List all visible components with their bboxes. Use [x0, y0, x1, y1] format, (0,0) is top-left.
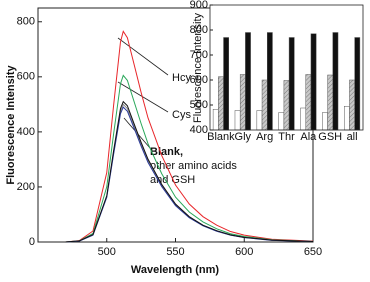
x-axis-label: Wavelength (nm) [131, 264, 220, 276]
bar [239, 74, 246, 131]
x-tick-label: 550 [166, 246, 184, 258]
annotation: other amino acids [150, 160, 237, 172]
y-tick-label: 600 [190, 74, 208, 86]
bar [300, 107, 307, 131]
x-tick-label: Thr [278, 131, 295, 143]
bar [278, 112, 285, 131]
x-tick-label: 600 [235, 246, 253, 258]
bar [283, 80, 290, 131]
bar [310, 33, 317, 131]
bar [322, 112, 328, 131]
bar [349, 79, 355, 131]
bar [327, 74, 334, 131]
x-tick-label: 650 [304, 246, 322, 258]
bar [223, 37, 229, 131]
y-tick-label: 800 [190, 24, 208, 36]
y-tick-label: 800 [17, 16, 35, 28]
x-tick-label: Ala [300, 131, 317, 143]
series-line [65, 100, 314, 243]
series-line [65, 30, 314, 243]
bar [288, 37, 295, 131]
bar [218, 76, 224, 131]
bar [256, 110, 263, 131]
annotation: Hcy [172, 72, 191, 84]
annotation: Cys [172, 109, 191, 121]
inset-frame [209, 4, 364, 131]
annotation: Blank, [150, 146, 183, 158]
bar [212, 109, 219, 131]
y-tick-label: 700 [190, 49, 208, 61]
bar [261, 79, 268, 131]
series-line [65, 74, 314, 243]
bar [332, 32, 339, 131]
y-tick-label: 400 [190, 124, 208, 136]
x-tick-label: 500 [98, 246, 116, 258]
arrow [117, 37, 169, 76]
y-tick-label: 200 [17, 181, 35, 193]
x-tick-label: Blank [207, 131, 235, 143]
y-tick-label: 0 [29, 236, 35, 248]
x-tick-label: Gly [235, 131, 252, 143]
bar [245, 32, 251, 131]
x-tick-label: Arg [256, 131, 273, 143]
x-tick-label: GSH [318, 131, 342, 143]
y-tick-label: 900 [190, 0, 208, 11]
y-tick-label: 600 [17, 71, 35, 83]
bar [354, 37, 361, 131]
y-tick-label: 500 [190, 99, 208, 111]
arrow [117, 81, 169, 113]
bar [305, 74, 312, 131]
bar [266, 32, 273, 131]
x-tick-label: all [347, 131, 358, 143]
y-tick-label: 400 [17, 126, 35, 138]
bar [234, 110, 241, 131]
y-axis-label: Fluorescence Intensity [5, 65, 17, 185]
inset-y-axis-label: Fluorescence Intensity [192, 12, 204, 123]
annotation-arrows [117, 37, 169, 149]
bar [344, 106, 350, 131]
